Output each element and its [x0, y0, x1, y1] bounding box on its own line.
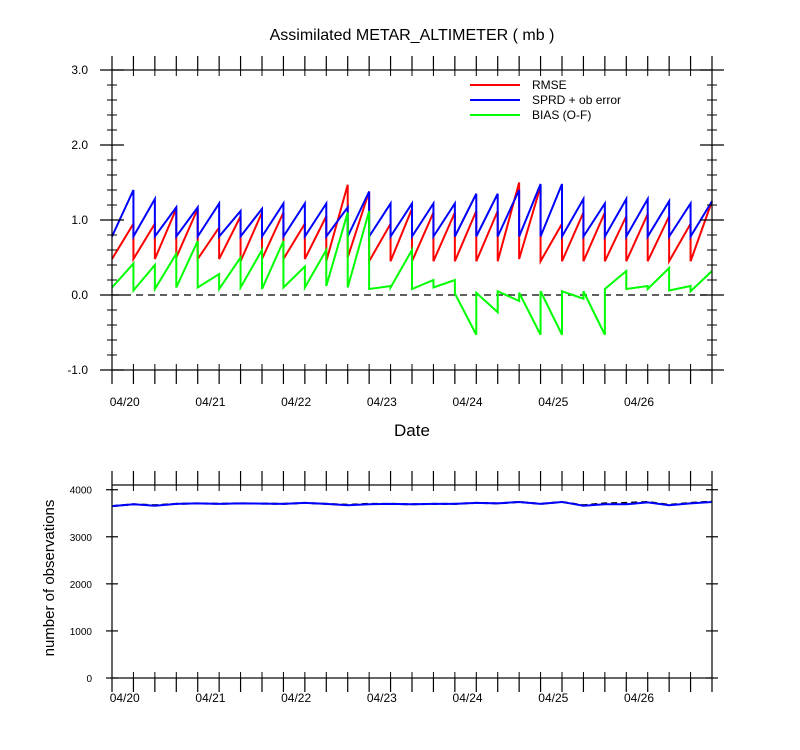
bottom-tick-layer: 04/20 04/21 04/22 04/23 04/24 04/25 04/26 0 1000…: [70, 471, 718, 705]
x-tick-label: 04/24: [453, 395, 483, 409]
y-axis-label: number of observations: [41, 500, 58, 657]
series-line-sprd-ob-error: [111, 183, 713, 241]
y-tick-label: 2.0: [71, 138, 88, 152]
x-tick-label: 04/26: [624, 395, 654, 409]
x-tick-label: 04/21: [195, 691, 225, 705]
x-tick-label: 04/26: [624, 691, 654, 705]
y-tick-label: 3.0: [71, 63, 88, 77]
y-tick-label: 0: [86, 674, 92, 685]
x-tick-label: 04/25: [538, 395, 568, 409]
legend-label-sprd-ob-error: SPRD + ob error: [532, 93, 621, 107]
series-line-bias-o-f: [111, 210, 713, 336]
x-tick-label: 04/22: [281, 395, 311, 409]
x-tick-label: 04/23: [367, 395, 397, 409]
x-tick-label: 04/24: [453, 691, 483, 705]
top-tick-layer: 04/20 04/21 04/22 04/23 04/24 04/25 04/26 -1.0 0…: [67, 56, 724, 409]
y-tick-label: -1.0: [67, 363, 88, 377]
bottom-series-layer: [111, 500, 713, 508]
x-tick-label: 04/20: [110, 395, 140, 409]
rmse-chart: Assimilated METAR_ALTIMETER ( mb ) 04/20…: [67, 27, 724, 440]
x-tick-label: 04/25: [538, 691, 568, 705]
top-series-layer: [111, 182, 713, 336]
y-tick-label: 0.0: [71, 288, 88, 302]
legend-label-bias-o-f: BIAS (O-F): [532, 108, 591, 122]
x-tick-label: 04/20: [110, 691, 140, 705]
y-tick-label: 4000: [70, 486, 93, 497]
x-axis-label: Date: [394, 421, 430, 440]
x-tick-label: 04/22: [281, 691, 311, 705]
y-tick-label: 2000: [70, 580, 93, 591]
x-tick-label: 04/21: [195, 395, 225, 409]
series-line-used: [111, 500, 713, 508]
x-tick-label: 04/23: [367, 691, 397, 705]
bottom-plot-frame: [111, 484, 713, 679]
y-tick-label: 3000: [70, 533, 93, 544]
legend-label-rmse: RMSE: [532, 78, 567, 92]
observation-count-chart: 04/20 04/21 04/22 04/23 04/24 04/25 04/26 0 1000…: [41, 471, 718, 705]
y-tick-label: 1000: [70, 627, 93, 638]
chart-title: Assimilated METAR_ALTIMETER ( mb ): [270, 27, 555, 44]
y-tick-label: 1.0: [71, 213, 88, 227]
